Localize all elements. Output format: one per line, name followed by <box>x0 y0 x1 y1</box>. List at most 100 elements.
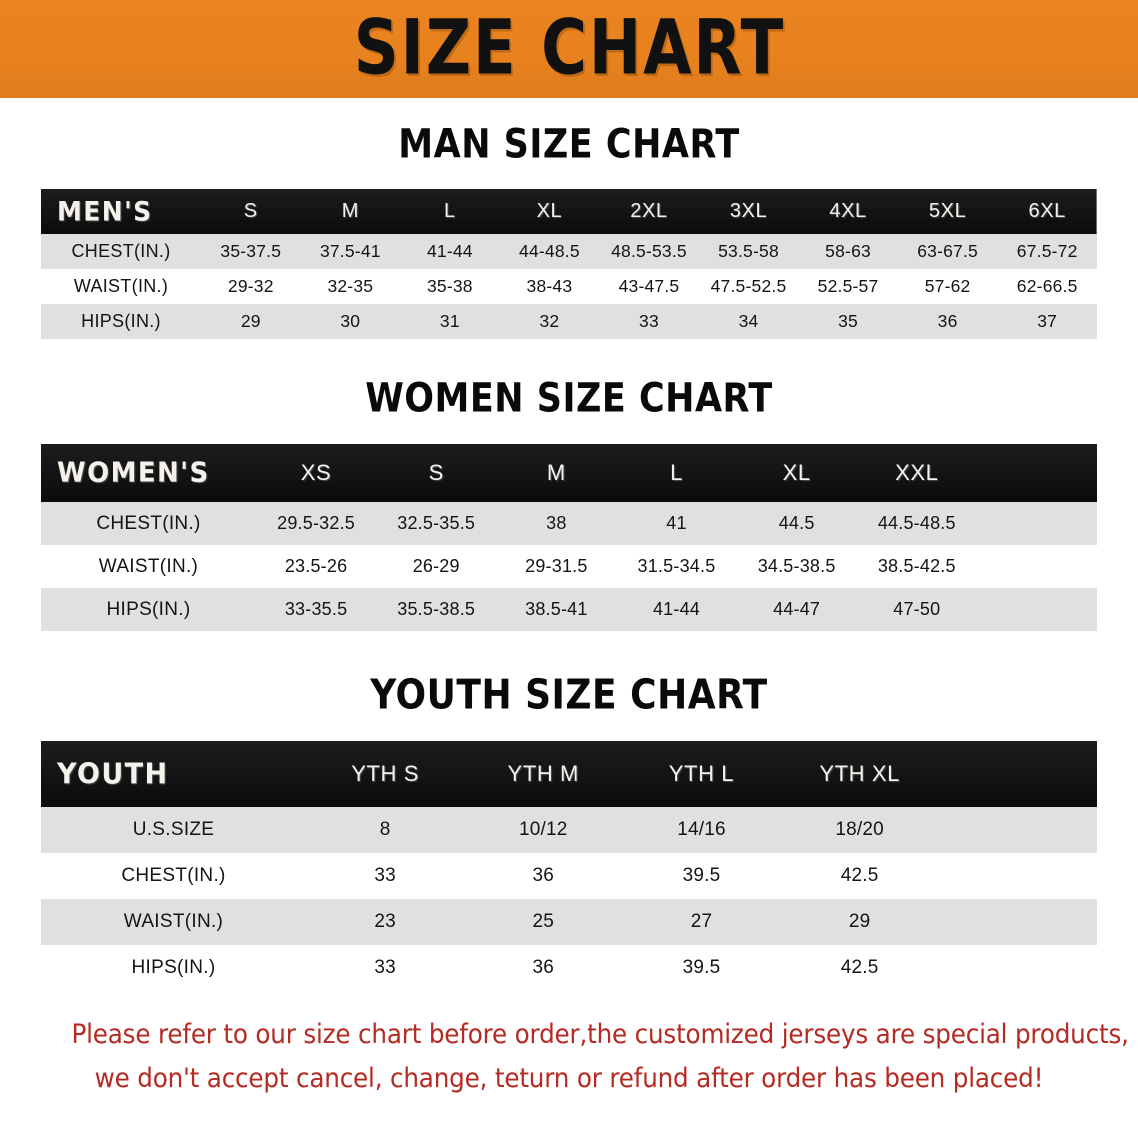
youth-measure-value-empty <box>939 853 1097 899</box>
women-measure-value: 31.5-34.5 <box>637 556 716 576</box>
youth-section-title: YOUTH SIZE CHART <box>370 672 768 719</box>
youth-measure-label: WAIST(IN.) <box>123 911 224 932</box>
women-size-header-empty <box>977 444 1097 502</box>
man-measure-value: 29-32 <box>227 276 274 296</box>
man-measure-value: 29 <box>240 311 261 331</box>
women-measure-label: CHEST(IN.) <box>96 512 201 534</box>
man-table-header-row: MEN'S S M L XL 2XL 3XL 4XL 5XL 6XL <box>41 189 1097 234</box>
man-measure-value: 57-62 <box>924 276 971 296</box>
man-category-header: MEN'S <box>57 196 153 227</box>
women-size-header-l: L <box>670 460 683 485</box>
man-measure-value: 37 <box>1037 311 1058 331</box>
table-row: HIPS(IN.) 29 30 31 32 33 34 35 36 37 <box>41 304 1097 339</box>
man-size-header-3xl: 3XL <box>729 200 768 222</box>
youth-measure-value: 39.5 <box>682 957 721 978</box>
page-title: SIZE CHART <box>353 4 785 93</box>
man-measure-label: WAIST(IN.) <box>73 276 169 296</box>
man-measure-value: 32 <box>539 311 560 331</box>
order-policy-disclaimer: Please refer to our size chart before or… <box>71 1013 1128 1101</box>
youth-measure-value: 10/12 <box>519 819 568 840</box>
women-measure-value-empty <box>977 545 1097 588</box>
man-measure-value: 58-63 <box>825 241 871 261</box>
man-size-table-wrap: MEN'S S M L XL 2XL 3XL 4XL 5XL 6XL CHEST(IN.) 35-37… <box>41 189 1097 339</box>
youth-measure-value: 29 <box>848 911 871 932</box>
women-size-header-s: S <box>428 460 444 485</box>
youth-measure-value: 18/20 <box>835 819 884 840</box>
women-measure-value: 29.5-32.5 <box>277 513 355 533</box>
youth-size-header-yth-xl: YTH XL <box>819 761 900 786</box>
man-measure-value: 31 <box>439 311 460 331</box>
youth-measure-value: 14/16 <box>677 819 726 840</box>
man-measure-value: 47.5-52.5 <box>710 276 787 296</box>
man-size-header-l: L <box>444 200 456 222</box>
table-row: CHEST(IN.) 29.5-32.5 32.5-35.5 38 41 44.5 44.5… <box>41 502 1097 545</box>
man-measure-value: 41-44 <box>426 241 473 261</box>
man-measure-value: 36 <box>937 311 958 331</box>
man-size-table: MEN'S S M L XL 2XL 3XL 4XL 5XL 6XL CHEST(IN.) 35-37… <box>41 189 1097 339</box>
women-size-header-m: M <box>546 460 566 485</box>
women-category-header: WOMEN'S <box>57 457 210 489</box>
youth-measure-value: 27 <box>690 911 713 932</box>
women-measure-value: 34.5-38.5 <box>757 556 836 576</box>
man-section-title: MAN SIZE CHART <box>398 122 740 168</box>
table-row: WAIST(IN.) 23.5-26 26-29 29-31.5 31.5-34.5 34… <box>41 545 1097 588</box>
women-measure-value: 38 <box>546 513 567 533</box>
man-size-header-s: S <box>243 200 258 222</box>
women-measure-value: 44-47 <box>773 599 821 619</box>
man-size-header-5xl: 5XL <box>928 200 967 222</box>
youth-measure-label: U.S.SIZE <box>132 819 215 840</box>
youth-measure-value-empty <box>939 807 1097 853</box>
women-measure-value: 44.5 <box>778 513 815 533</box>
women-measure-value: 38.5-42.5 <box>877 556 956 576</box>
table-row: HIPS(IN.) 33-35.5 35.5-38.5 38.5-41 41-44 44-… <box>41 588 1097 631</box>
man-measure-value: 38-43 <box>526 276 573 296</box>
table-row: WAIST(IN.) 23 25 27 29 <box>41 899 1097 945</box>
youth-measure-label: CHEST(IN.) <box>121 865 226 886</box>
man-size-header-xl: XL <box>536 200 563 222</box>
man-measure-value: 53.5-58 <box>718 241 779 261</box>
youth-measure-value-empty <box>939 945 1097 991</box>
women-size-table-wrap: WOMEN'S XS S M L XL XXL CHEST(IN.) 29.5-32.5 32.5… <box>41 444 1097 631</box>
man-measure-value: 67.5-72 <box>1016 241 1078 261</box>
women-measure-value: 26-29 <box>412 556 460 576</box>
youth-category-header: YOUTH <box>57 757 169 791</box>
women-size-header-xl: XL <box>782 460 811 485</box>
man-measure-value: 35 <box>838 311 858 331</box>
youth-measure-value: 42.5 <box>840 957 879 978</box>
women-measure-value: 38.5-41 <box>525 599 588 619</box>
youth-measure-value: 8 <box>379 819 391 840</box>
man-size-header-2xl: 2XL <box>630 200 668 222</box>
youth-size-header-yth-m: YTH M <box>507 761 579 786</box>
women-measure-value-empty <box>977 502 1097 545</box>
women-measure-value: 29-31.5 <box>525 556 588 576</box>
youth-size-table: YOUTH YTH S YTH M YTH L YTH XL U.S.SIZE 8 10/12… <box>41 741 1097 991</box>
youth-size-header-yth-l: YTH L <box>668 761 735 786</box>
youth-measure-value: 23 <box>374 911 396 932</box>
table-row: CHEST(IN.) 35-37.5 37.5-41 41-44 44-48.5 48.5… <box>41 234 1097 269</box>
man-measure-value: 30 <box>340 311 361 331</box>
man-size-header-4xl: 4XL <box>829 200 867 222</box>
man-measure-label: HIPS(IN.) <box>81 311 161 331</box>
man-size-header-6xl: 6XL <box>1028 200 1066 222</box>
youth-measure-value: 36 <box>532 865 555 886</box>
man-measure-value: 32-35 <box>327 276 374 296</box>
man-measure-value: 62-66.5 <box>1016 276 1078 296</box>
youth-size-header-yth-s: YTH S <box>351 761 419 786</box>
youth-size-header-empty <box>939 741 1097 807</box>
women-measure-label: HIPS(IN.) <box>106 598 191 620</box>
women-measure-value: 23.5-26 <box>284 556 348 576</box>
youth-measure-value: 36 <box>532 957 555 978</box>
man-measure-value: 35-37.5 <box>220 241 282 261</box>
man-measure-value: 43-47.5 <box>618 276 680 296</box>
women-measure-value: 35.5-38.5 <box>397 599 476 619</box>
women-measure-value-empty <box>977 588 1097 631</box>
table-row: U.S.SIZE 8 10/12 14/16 18/20 <box>41 807 1097 853</box>
table-row: HIPS(IN.) 33 36 39.5 42.5 <box>41 945 1097 991</box>
disclaimer-line-2: we don't accept cancel, change, teturn o… <box>94 1063 1044 1094</box>
youth-measure-value: 39.5 <box>682 865 721 886</box>
youth-measure-value-empty <box>939 899 1097 945</box>
man-measure-value: 37.5-41 <box>319 241 381 261</box>
youth-size-table-wrap: YOUTH YTH S YTH M YTH L YTH XL U.S.SIZE 8 10/12… <box>41 741 1097 991</box>
women-measure-value: 47-50 <box>893 599 941 619</box>
youth-measure-value: 42.5 <box>840 865 879 886</box>
